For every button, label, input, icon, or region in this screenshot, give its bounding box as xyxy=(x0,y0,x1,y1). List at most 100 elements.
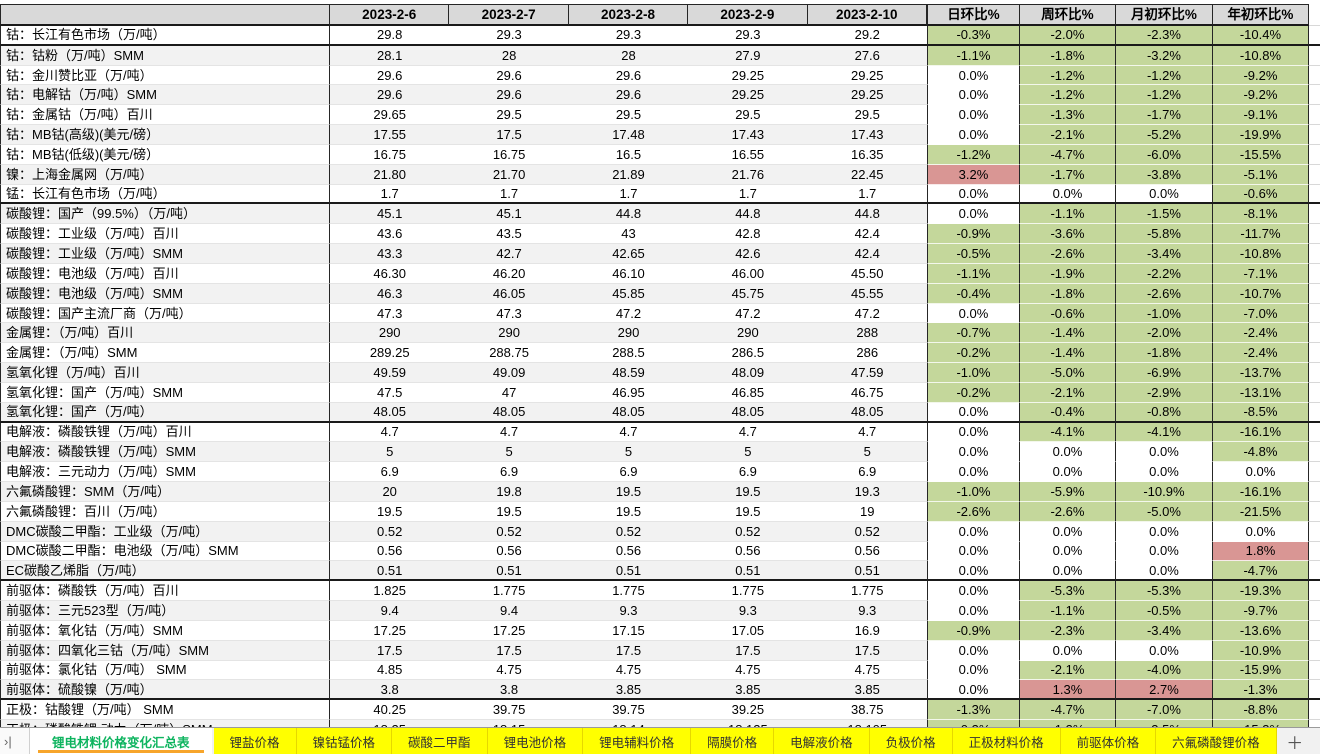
row-label-cell[interactable]: 钴：金川赞比亚（万/吨） xyxy=(0,65,330,86)
row-label-cell[interactable]: 正极：钴酸锂（万/吨） SMM xyxy=(0,700,330,720)
grid-cell-empty[interactable] xyxy=(1308,442,1320,463)
price-cell[interactable]: 29.6 xyxy=(449,85,569,106)
grid-cell-empty[interactable] xyxy=(1308,482,1320,502)
price-cell[interactable]: 49.09 xyxy=(449,363,569,383)
sheet-tab[interactable]: 锂盐价格 xyxy=(213,728,297,754)
price-cell[interactable]: 1.775 xyxy=(688,581,808,602)
pct-cell[interactable]: -7.0% xyxy=(1115,700,1213,720)
pct-cell[interactable]: -13.6% xyxy=(1212,620,1309,641)
pct-cell[interactable]: -4.1% xyxy=(1019,422,1116,443)
price-cell[interactable]: 1.775 xyxy=(568,581,689,602)
pct-cell[interactable]: -10.7% xyxy=(1212,283,1309,304)
price-cell[interactable]: 42.7 xyxy=(449,244,569,264)
price-cell[interactable]: 1.7 xyxy=(449,184,569,205)
grid-cell-empty[interactable] xyxy=(1308,680,1320,701)
price-cell[interactable]: 288 xyxy=(807,323,927,344)
pct-cell[interactable]: -8.5% xyxy=(1212,402,1309,423)
price-cell[interactable]: 44.8 xyxy=(688,204,808,225)
price-cell[interactable]: 46.30 xyxy=(330,263,450,284)
price-cell[interactable]: 48.05 xyxy=(688,402,808,423)
price-cell[interactable]: 29.6 xyxy=(449,65,569,86)
price-cell[interactable]: 0.51 xyxy=(688,561,808,582)
price-cell[interactable]: 29.5 xyxy=(688,105,808,126)
grid-cell-empty[interactable] xyxy=(1308,700,1320,720)
pct-cell[interactable]: 0.0% xyxy=(1115,561,1213,582)
row-label-cell[interactable]: 碳酸锂：国产（99.5%）（万/吨） xyxy=(0,204,330,225)
pct-cell[interactable]: -2.2% xyxy=(1115,263,1213,284)
grid-cell-empty[interactable] xyxy=(1308,660,1320,681)
price-cell[interactable]: 17.5 xyxy=(568,640,689,661)
price-cell[interactable]: 48.09 xyxy=(688,363,808,383)
grid-cell-empty[interactable] xyxy=(1308,4,1320,26)
price-cell[interactable]: 46.85 xyxy=(688,382,808,403)
row-label-cell[interactable]: 碳酸锂：工业级（万/吨）百川 xyxy=(0,224,330,245)
price-cell[interactable]: 17.5 xyxy=(449,125,569,145)
pct-cell[interactable]: -0.6% xyxy=(1212,184,1309,205)
pct-cell[interactable]: -9.2% xyxy=(1212,65,1309,86)
price-cell[interactable]: 17.5 xyxy=(449,640,569,661)
pct-cell[interactable]: -8.1% xyxy=(1212,204,1309,225)
row-label-cell[interactable]: 六氟磷酸锂：百川（万/吨） xyxy=(0,501,330,522)
price-cell[interactable]: 16.75 xyxy=(330,144,450,165)
pct-cell[interactable]: -5.0% xyxy=(1019,363,1116,383)
pct-cell[interactable]: -2.6% xyxy=(926,501,1020,522)
price-cell[interactable]: 6.9 xyxy=(449,462,569,483)
pct-cell[interactable]: -0.4% xyxy=(926,283,1020,304)
pct-cell[interactable]: 0.0% xyxy=(926,442,1020,463)
pct-cell[interactable]: -0.6% xyxy=(1019,303,1116,324)
pct-cell[interactable]: -2.0% xyxy=(1115,323,1213,344)
pct-cell[interactable]: -0.2% xyxy=(926,382,1020,403)
price-cell[interactable]: 28 xyxy=(449,45,569,66)
pct-cell[interactable]: -2.9% xyxy=(1115,382,1213,403)
pct-cell[interactable]: -2.4% xyxy=(1212,343,1309,364)
grid-cell-empty[interactable] xyxy=(1308,144,1320,165)
pct-cell[interactable]: -1.8% xyxy=(1019,283,1116,304)
pct-cell[interactable]: 0.0% xyxy=(926,660,1020,681)
price-cell[interactable]: 9.4 xyxy=(449,601,569,621)
price-cell[interactable]: 29.3 xyxy=(688,26,808,46)
pct-cell[interactable]: -2.1% xyxy=(1019,660,1116,681)
price-cell[interactable]: 1.7 xyxy=(688,184,808,205)
price-cell[interactable]: 43 xyxy=(568,224,689,245)
price-cell[interactable]: 45.85 xyxy=(568,283,689,304)
price-cell[interactable]: 4.7 xyxy=(449,422,569,443)
price-cell[interactable]: 44.8 xyxy=(568,204,689,225)
price-cell[interactable]: 16.35 xyxy=(807,144,927,165)
price-cell[interactable]: 48.05 xyxy=(449,402,569,423)
row-label-cell[interactable]: 前驱体：氯化钴（万/吨） SMM xyxy=(0,660,330,681)
price-cell[interactable]: 0.51 xyxy=(449,561,569,582)
pct-cell[interactable]: -13.1% xyxy=(1212,382,1309,403)
price-cell[interactable]: 39.75 xyxy=(449,700,569,720)
pct-cell[interactable]: 0.0% xyxy=(926,303,1020,324)
price-cell[interactable]: 29.6 xyxy=(330,85,450,106)
price-cell[interactable]: 0.56 xyxy=(688,541,808,562)
pct-cell[interactable]: 0.0% xyxy=(1019,442,1116,463)
grid-cell-empty[interactable] xyxy=(1308,323,1320,344)
price-cell[interactable]: 17.43 xyxy=(807,125,927,145)
price-cell[interactable]: 43.5 xyxy=(449,224,569,245)
pct-cell[interactable]: -1.3% xyxy=(926,700,1020,720)
price-cell[interactable]: 19.5 xyxy=(688,482,808,502)
price-cell[interactable]: 4.75 xyxy=(688,660,808,681)
pct-cell[interactable]: -6.9% xyxy=(1115,363,1213,383)
pct-cell[interactable]: -1.2% xyxy=(1115,85,1213,106)
grid-cell-empty[interactable] xyxy=(1308,541,1320,562)
price-cell[interactable]: 290 xyxy=(330,323,450,344)
price-cell[interactable]: 22.45 xyxy=(807,164,927,185)
price-cell[interactable]: 4.7 xyxy=(330,422,450,443)
price-cell[interactable]: 290 xyxy=(568,323,689,344)
price-cell[interactable]: 0.56 xyxy=(568,541,689,562)
pct-cell[interactable]: -0.4% xyxy=(1019,402,1116,423)
price-cell[interactable]: 29.5 xyxy=(449,105,569,126)
price-cell[interactable]: 29.25 xyxy=(807,65,927,86)
pct-cell[interactable]: 0.0% xyxy=(926,601,1020,621)
row-label-cell[interactable]: 前驱体：硫酸镍（万/吨） xyxy=(0,680,330,701)
pct-cell[interactable]: 0.0% xyxy=(926,65,1020,86)
pct-cell[interactable]: -0.9% xyxy=(926,620,1020,641)
pct-cell[interactable]: -2.0% xyxy=(1019,26,1116,46)
pct-cell[interactable]: 0.0% xyxy=(1019,184,1116,205)
pct-cell[interactable]: -4.0% xyxy=(1115,660,1213,681)
pct-cell[interactable]: -5.0% xyxy=(1115,501,1213,522)
pct-cell[interactable]: 3.2% xyxy=(926,164,1020,185)
price-cell[interactable]: 29.5 xyxy=(807,105,927,126)
